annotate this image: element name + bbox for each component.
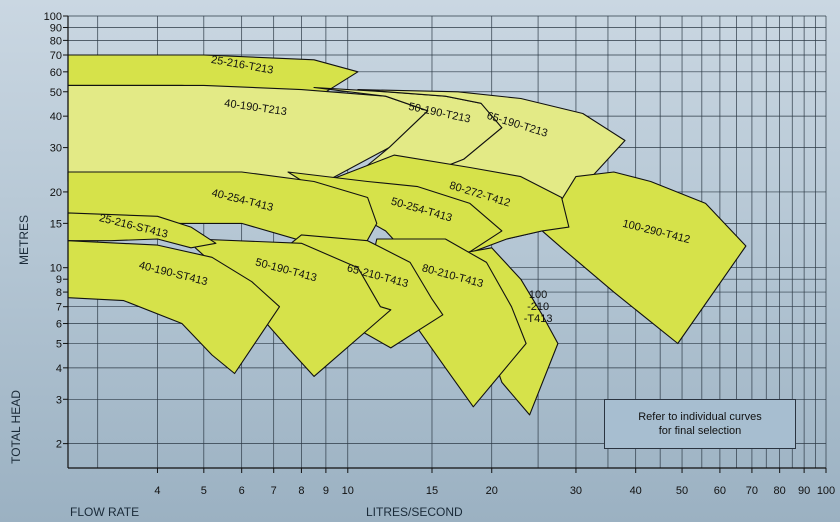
x-tick-label: 60	[714, 485, 726, 497]
y-tick-label: 6	[56, 319, 62, 331]
y-tick-label: 80	[50, 35, 62, 47]
x-tick-label: 9	[323, 485, 329, 497]
y-tick-label: 90	[50, 23, 62, 35]
curve-regions	[67, 54, 747, 416]
y-tick-label: 7	[56, 302, 62, 314]
x-tick-label: 7	[271, 485, 277, 497]
y-tick-label: 9	[56, 274, 62, 286]
y-tick-label: 3	[56, 394, 62, 406]
x-tick-label: 20	[486, 485, 498, 497]
x-tick-labels: 4 5 6 7 8 9 10 15 20 30 40 50 60 70 80 90 100	[154, 468, 835, 497]
x-tick-label: 40	[630, 485, 642, 497]
x-tick-label: 90	[798, 485, 810, 497]
x-tick-label: 4	[154, 485, 160, 497]
x-tick-label: 100	[817, 485, 835, 497]
curve-region-100-290-t412	[541, 171, 747, 345]
x-tick-label: 5	[201, 485, 207, 497]
curve-region-40-190-st413	[67, 240, 281, 375]
curve-region-25-216-st413	[67, 212, 217, 249]
x-tick-label: 50	[676, 485, 688, 497]
selection-note-box: Refer to individual curves for final sel…	[604, 399, 796, 449]
curve-label: 100 -210 -T413	[524, 289, 553, 325]
y-tick-label: 2	[56, 439, 62, 451]
y-tick-label: 10	[50, 263, 62, 275]
y-tick-label: 100	[44, 11, 62, 23]
x-tick-label: 80	[774, 485, 786, 497]
y-tick-label: 5	[56, 338, 62, 350]
x-tick-label: 6	[239, 485, 245, 497]
x-axis-title-litres-second: LITRES/SECOND	[366, 505, 463, 519]
x-tick-label: 30	[570, 485, 582, 497]
y-tick-label: 8	[56, 287, 62, 299]
y-tick-label: 40	[50, 111, 62, 123]
x-tick-label: 10	[342, 485, 354, 497]
y-tick-label: 20	[50, 187, 62, 199]
y-tick-label: 50	[50, 87, 62, 99]
y-tick-label: 60	[50, 67, 62, 79]
y-tick-label: 15	[50, 218, 62, 230]
y-axis-title-metres: METRES	[17, 215, 31, 266]
x-tick-label: 15	[426, 485, 438, 497]
y-tick-label: 30	[50, 143, 62, 155]
x-tick-label: 70	[746, 485, 758, 497]
y-tick-label: 4	[56, 363, 62, 375]
x-tick-label: 8	[298, 485, 304, 497]
y-tick-label: 70	[50, 50, 62, 62]
x-axis-title-flow-rate: FLOW RATE	[70, 505, 140, 519]
y-axis-title-total-head: TOTAL HEAD	[9, 390, 23, 464]
